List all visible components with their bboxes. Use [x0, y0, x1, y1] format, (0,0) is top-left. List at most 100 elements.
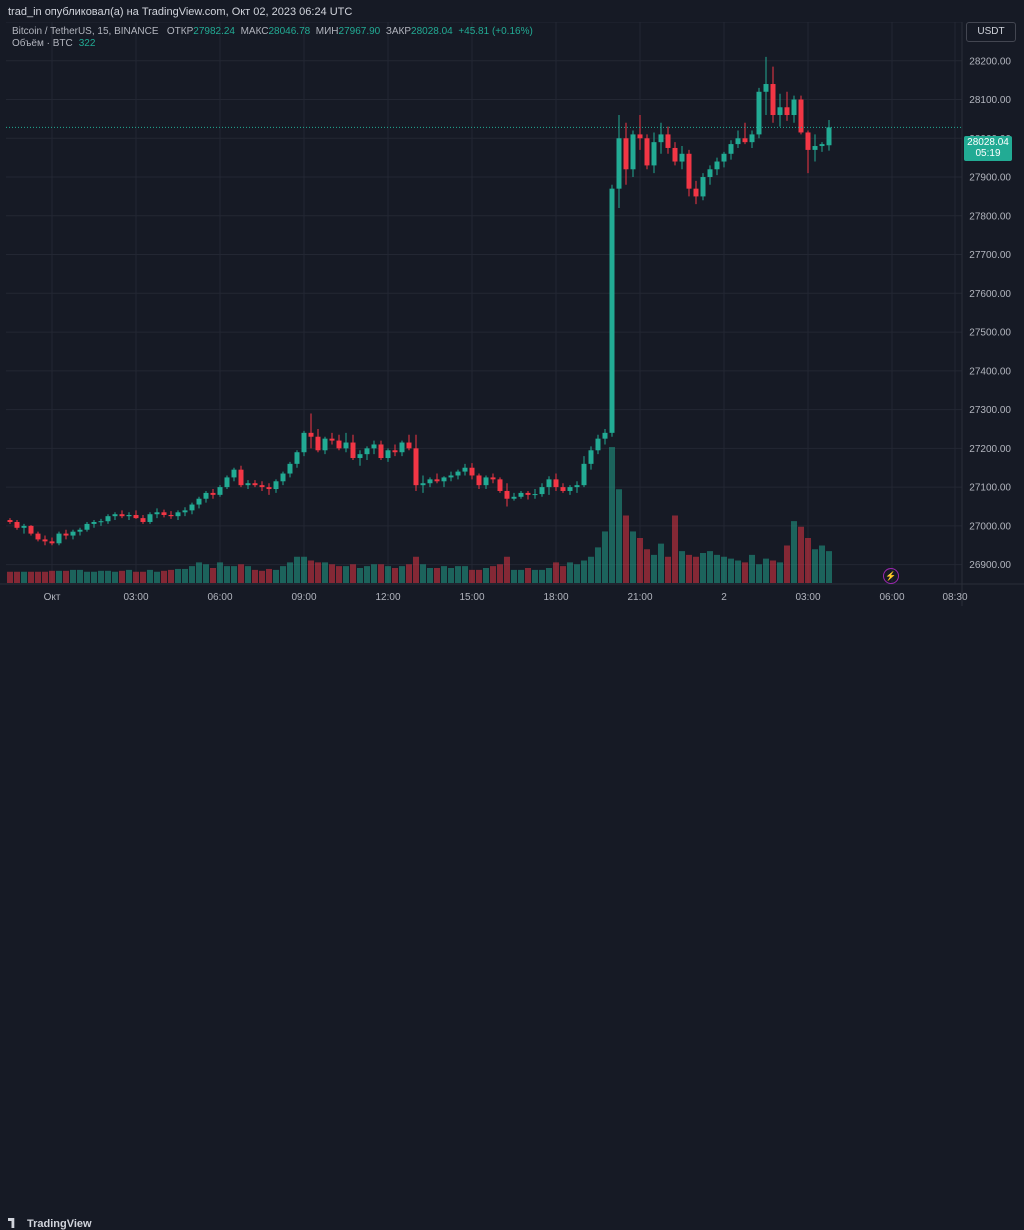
- candle-body: [546, 479, 552, 488]
- volume-label[interactable]: Объём · BTC: [12, 38, 73, 49]
- candle-body: [707, 169, 713, 178]
- y-tick-label: 27000.00: [969, 521, 1011, 532]
- candlestick-chart[interactable]: 26900.00 27000.00 27100.00 27200.00 27300.00…: [0, 22, 1024, 608]
- volume-bar: [497, 564, 503, 583]
- symbol-name[interactable]: Bitcoin / TetherUS, 15, BINANCE: [12, 26, 159, 37]
- open-value: 27982.24: [193, 26, 235, 37]
- currency-button[interactable]: USDT: [966, 22, 1016, 42]
- candle-body: [28, 525, 34, 534]
- volume-bar: [784, 545, 790, 583]
- volume-bar: [154, 571, 160, 583]
- candle-body: [770, 84, 776, 116]
- candle-body: [742, 138, 748, 143]
- candle-body: [14, 521, 20, 528]
- candle-body: [525, 492, 531, 495]
- candle-body: [763, 84, 769, 92]
- candle-body: [469, 467, 475, 476]
- tradingview-logo[interactable]: TradingView: [8, 1218, 92, 1230]
- candle-body: [252, 483, 258, 486]
- volume-bar: [651, 554, 657, 583]
- x-tick-label: 08:30: [942, 592, 967, 603]
- volume-bar: [35, 571, 41, 583]
- y-tick-label: 27200.00: [969, 444, 1011, 455]
- candle-body: [693, 188, 699, 197]
- candle-body: [658, 134, 664, 143]
- volume-legend: Объём · BTC 322: [12, 38, 95, 49]
- volume-bar: [511, 569, 517, 583]
- volume-bar: [672, 515, 678, 583]
- candle-body: [623, 138, 629, 170]
- volume-bar: [609, 447, 615, 583]
- y-tick-label: 27100.00: [969, 483, 1011, 494]
- volume-bar: [217, 562, 223, 583]
- volume-bar: [476, 569, 482, 583]
- volume-bar: [665, 556, 671, 583]
- candle-body: [301, 432, 307, 453]
- candle-body: [259, 485, 265, 488]
- volume-bar: [77, 569, 83, 583]
- candle-body: [287, 463, 293, 474]
- candle-body: [280, 473, 286, 482]
- volume-bar: [637, 538, 643, 583]
- candle-body: [434, 479, 440, 482]
- y-tick-label: 27600.00: [969, 289, 1011, 300]
- candle-body: [70, 531, 76, 536]
- candle-body: [616, 138, 622, 189]
- ohlc-legend: Bitcoin / TetherUS, 15, BINANCE ОТКР2798…: [12, 26, 533, 37]
- lightning-icon[interactable]: ⚡: [883, 568, 899, 584]
- volume-bar: [616, 489, 622, 583]
- volume-bar: [707, 551, 713, 583]
- volume-bar: [532, 569, 538, 583]
- volume-bar: [224, 566, 230, 583]
- low-label: МИН: [315, 26, 339, 37]
- y-tick-label: 28100.00: [969, 95, 1011, 106]
- volume-bar: [147, 569, 153, 583]
- candle-body: [749, 134, 755, 143]
- volume-bar: [84, 571, 90, 583]
- volume-bar: [798, 526, 804, 583]
- candle-body: [476, 475, 482, 486]
- candle-body: [84, 523, 90, 530]
- candle-body: [679, 153, 685, 162]
- volume-bar: [238, 564, 244, 583]
- volume-bar: [791, 521, 797, 583]
- candle-body: [154, 512, 160, 515]
- y-tick-label: 26900.00: [969, 560, 1011, 571]
- volume-bar: [406, 564, 412, 583]
- volume-bar: [574, 564, 580, 583]
- close-label: ЗАКР: [385, 26, 412, 37]
- volume-bar: [70, 569, 76, 583]
- candle-body: [427, 479, 433, 484]
- x-tick-label: 15:00: [459, 592, 484, 603]
- tradingview-mark-icon: [8, 1218, 15, 1228]
- y-tick-label: 28200.00: [969, 56, 1011, 67]
- volume-bar: [392, 568, 398, 583]
- candle-body: [511, 496, 517, 499]
- candle-body: [560, 487, 566, 491]
- candle-body: [175, 512, 181, 517]
- volume-bar: [301, 556, 307, 583]
- volume-bar: [812, 549, 818, 583]
- volume-bar: [413, 556, 419, 583]
- publish-info: trad_in опубликовал(а) на TradingView.co…: [8, 6, 353, 18]
- y-tick-label: 27500.00: [969, 328, 1011, 339]
- low-value: 27967.90: [338, 26, 381, 37]
- candle-body: [420, 483, 426, 486]
- candle-body: [42, 539, 48, 542]
- volume-bar: [742, 562, 748, 583]
- candle-body: [364, 448, 370, 455]
- volume-value: 322: [78, 38, 96, 49]
- volume-bar: [595, 547, 601, 583]
- candle-body: [581, 463, 587, 486]
- candle-body: [161, 512, 167, 516]
- candle-body: [322, 438, 328, 451]
- candle-body: [91, 521, 97, 524]
- candle-body: [245, 483, 251, 486]
- volume-bar: [231, 566, 237, 583]
- candle-body: [308, 432, 314, 437]
- volume-bar: [602, 531, 608, 583]
- volume-bar: [112, 571, 118, 583]
- volume-bar: [756, 564, 762, 583]
- candle-body: [266, 487, 272, 490]
- volume-bar: [161, 570, 167, 583]
